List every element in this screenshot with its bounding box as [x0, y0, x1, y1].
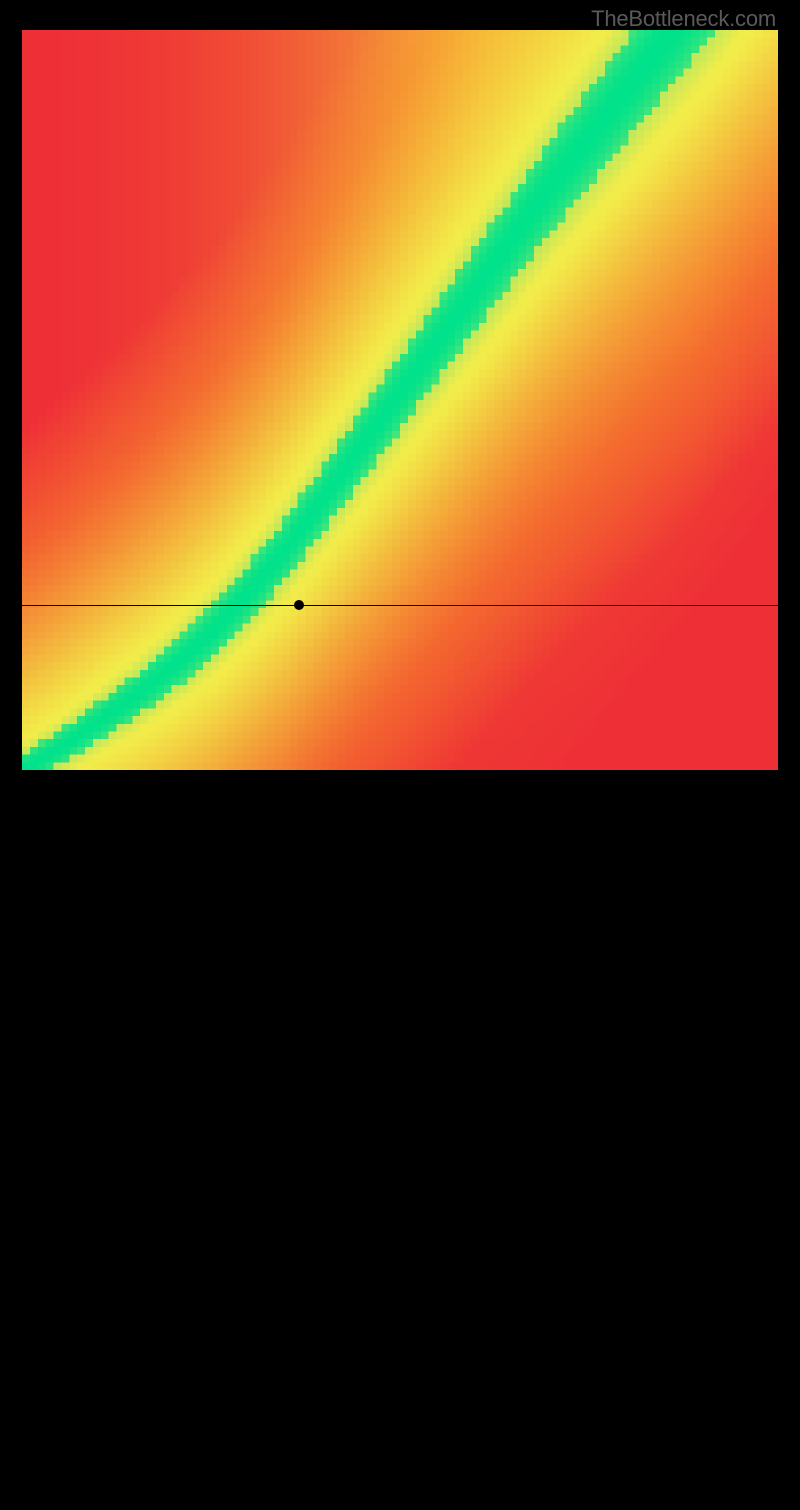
heatmap-plot — [22, 30, 778, 770]
heatmap-canvas — [22, 30, 778, 770]
crosshair-vertical — [299, 770, 300, 1510]
crosshair-horizontal — [22, 605, 778, 606]
watermark-text: TheBottleneck.com — [591, 6, 776, 32]
crosshair-marker — [294, 600, 304, 610]
